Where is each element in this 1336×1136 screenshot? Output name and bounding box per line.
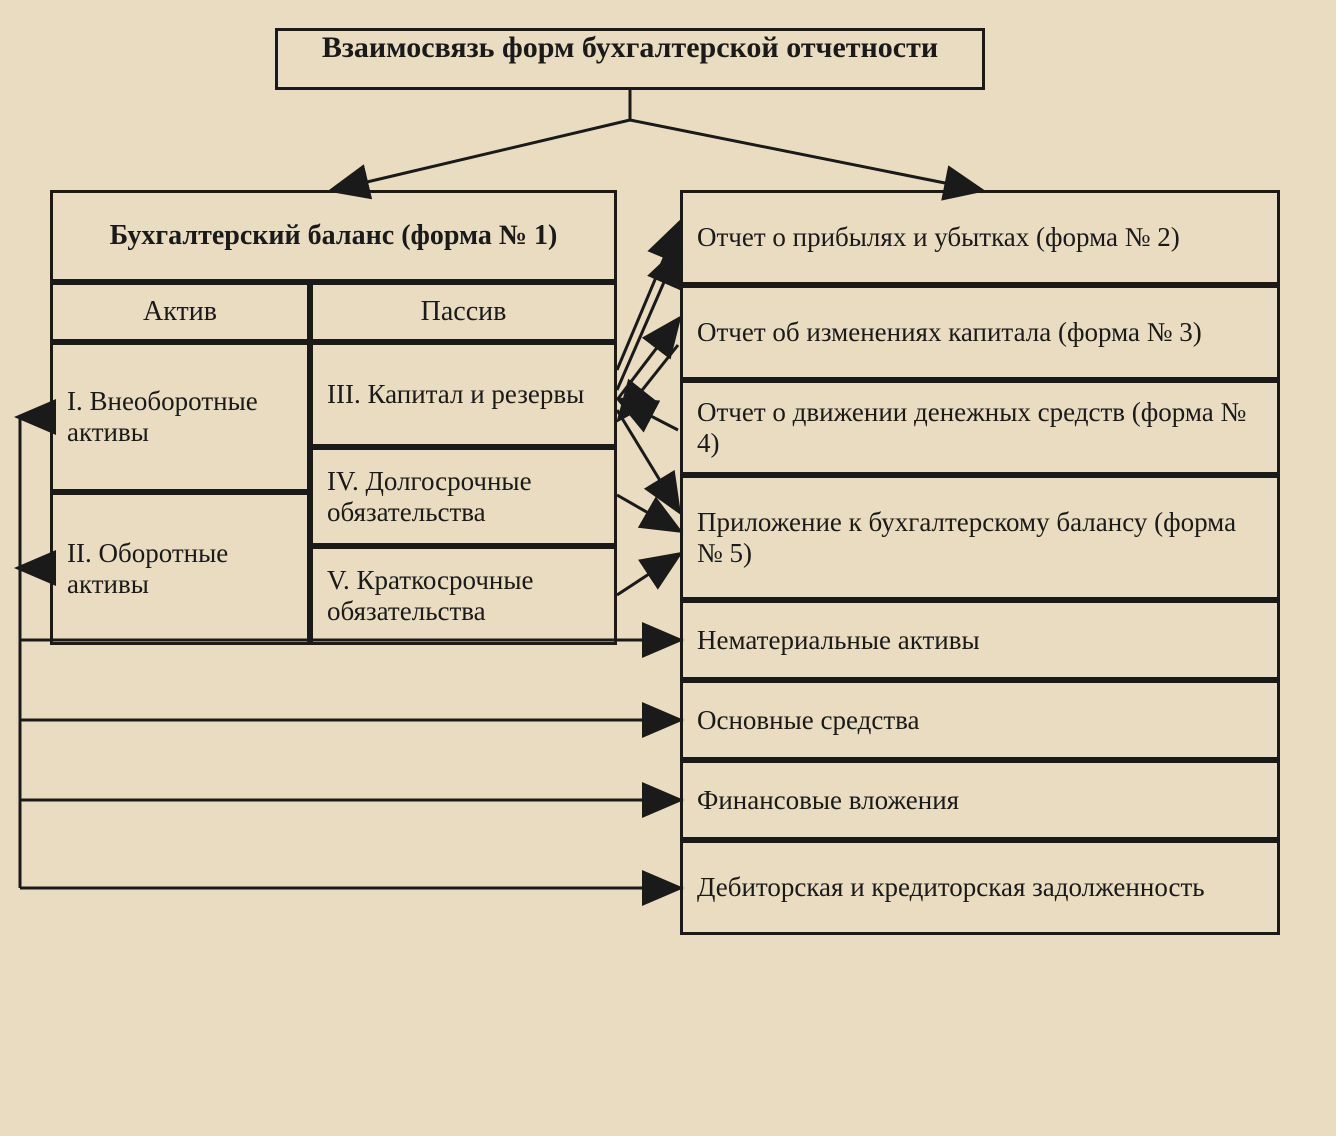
right-1-text: Отчет об изменениях капитала (форма № 3) <box>697 317 1202 348</box>
aktiv-cell-0: I. Внеоборотные активы <box>50 342 310 492</box>
aktiv-0-text: I. Внеоборотные активы <box>67 386 293 448</box>
right-5-text: Основные средства <box>697 705 920 736</box>
passiv-header: Пассив <box>310 282 617 342</box>
passiv-cell-1: IV. Долгосрочные обязательства <box>310 447 617 546</box>
aktiv-header-text: Актив <box>143 296 217 328</box>
right-cell-4: Нематериальные активы <box>680 600 1280 680</box>
right-cell-7: Дебиторская и кредиторская задолженность <box>680 840 1280 935</box>
passiv-1-text: IV. Долгосрочные обязательства <box>327 466 600 528</box>
right-cell-0: Отчет о прибылях и убытках (форма № 2) <box>680 190 1280 285</box>
balance-header-text: Бухгалтерский баланс (форма № 1) <box>110 220 558 252</box>
right-4-text: Нематериальные активы <box>697 625 980 656</box>
right-cell-3: Приложение к бухгалтерскому балансу (фор… <box>680 475 1280 600</box>
right-cell-2: Отчет о движении денежных средств (форма… <box>680 380 1280 475</box>
right-cell-1: Отчет об изменениях капитала (форма № 3) <box>680 285 1280 380</box>
right-7-text: Дебиторская и кредиторская задолженность <box>697 872 1205 903</box>
right-0-text: Отчет о прибылях и убытках (форма № 2) <box>697 222 1180 253</box>
passiv-cell-2: V. Краткосрочные обязательства <box>310 546 617 645</box>
right-cell-6: Финансовые вложения <box>680 760 1280 840</box>
right-6-text: Финансовые вложения <box>697 785 959 816</box>
balance-header: Бухгалтерский баланс (форма № 1) <box>50 190 617 282</box>
passiv-0-text: III. Капитал и резервы <box>327 379 584 410</box>
right-cell-5: Основные средства <box>680 680 1280 760</box>
right-2-text: Отчет о движении денежных средств (форма… <box>697 397 1263 459</box>
passiv-cell-0: III. Капитал и резервы <box>310 342 617 447</box>
diagram-title: Взаимосвязь форм бухгалтерской отчетност… <box>275 28 985 90</box>
aktiv-1-text: II. Оборотные активы <box>67 538 293 600</box>
passiv-header-text: Пассив <box>421 296 507 328</box>
passiv-2-text: V. Краткосрочные обязательства <box>327 565 600 627</box>
title-text: Взаимосвязь форм бухгалтерской отчетност… <box>322 31 938 64</box>
aktiv-cell-1: II. Оборотные активы <box>50 492 310 645</box>
right-3-text: Приложение к бухгалтерскому балансу (фор… <box>697 507 1263 569</box>
aktiv-header: Актив <box>50 282 310 342</box>
